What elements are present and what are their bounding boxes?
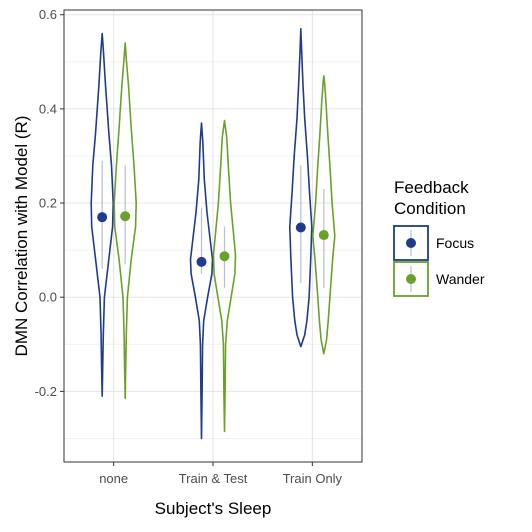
y-tick-label: 0.2 — [39, 196, 57, 211]
legend-key-point — [406, 238, 416, 248]
y-axis-ticks: -0.2 0.0 0.2 0.4 0.6 — [35, 7, 64, 399]
legend: Feedback Condition Focus Wander — [393, 178, 485, 297]
violins — [90, 28, 336, 440]
y-tick-label: 0.4 — [39, 101, 57, 116]
y-tick-label: 0.6 — [39, 7, 57, 22]
legend-label-wander: Wander — [436, 271, 485, 287]
x-tick-label: Train Only — [283, 471, 343, 486]
x-axis-title: Subject's Sleep — [155, 499, 272, 518]
mean-points — [97, 160, 329, 288]
mean-point-focus-0 — [97, 212, 108, 223]
x-tick-label: none — [99, 471, 128, 486]
violin-focus-1 — [189, 122, 214, 440]
mean-point-focus-2 — [295, 222, 306, 233]
mean-point-wander-2 — [318, 230, 329, 241]
legend-label-focus: Focus — [436, 235, 474, 251]
legend-title: Feedback Condition — [394, 178, 469, 218]
violin-wander-1 — [212, 119, 237, 433]
legend-items: Focus Wander — [393, 225, 485, 297]
mean-point-wander-1 — [219, 251, 230, 262]
y-axis-title: DMN Correlation with Model (R) — [12, 116, 31, 357]
x-axis-ticks: none Train & Test Train Only — [99, 462, 343, 486]
mean-point-wander-0 — [120, 211, 131, 222]
x-tick-label: Train & Test — [179, 471, 248, 486]
legend-key-point — [406, 274, 416, 284]
violin-focus-0 — [90, 32, 114, 397]
violin-focus-2 — [289, 28, 313, 348]
violin-wander-2 — [312, 75, 336, 355]
y-tick-label: 0.0 — [39, 290, 57, 305]
y-tick-label: -0.2 — [35, 384, 57, 399]
violin-wander-0 — [113, 42, 137, 400]
mean-point-focus-1 — [196, 256, 207, 267]
